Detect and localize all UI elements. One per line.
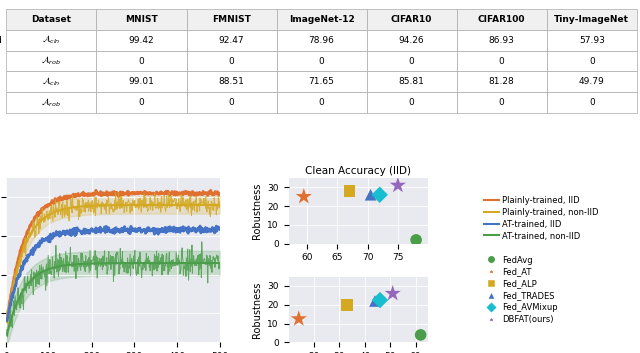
Point xyxy=(415,332,426,338)
Point xyxy=(299,194,309,199)
Legend: Plainly-trained, IID, Plainly-trained, non-IID, AT-trained, IID, AT-trained, non: Plainly-trained, IID, Plainly-trained, n… xyxy=(481,193,602,328)
Title: Clean Accuracy (IID): Clean Accuracy (IID) xyxy=(305,166,412,176)
Point xyxy=(344,188,355,194)
Y-axis label: Robustness: Robustness xyxy=(252,183,262,239)
Point xyxy=(375,297,385,303)
Point xyxy=(370,298,380,304)
Point xyxy=(388,291,398,296)
Y-axis label: Robustness: Robustness xyxy=(252,281,262,338)
Point xyxy=(342,302,352,307)
Point xyxy=(411,237,421,243)
Point xyxy=(374,192,385,198)
Point xyxy=(393,183,403,188)
Point xyxy=(294,316,304,322)
Point xyxy=(365,192,376,198)
